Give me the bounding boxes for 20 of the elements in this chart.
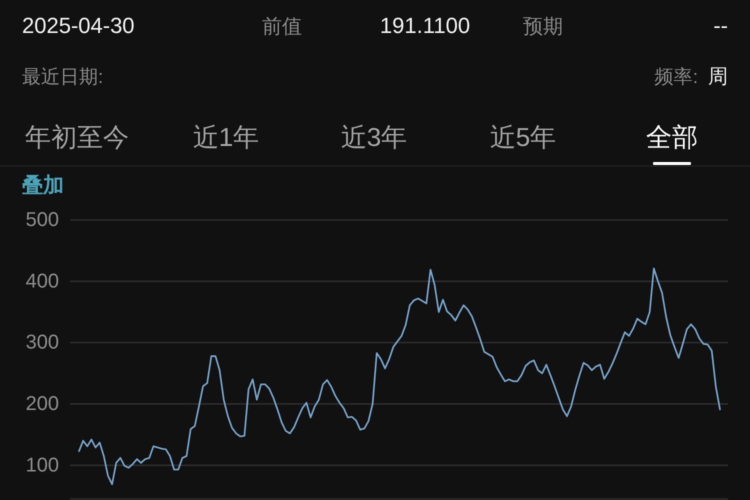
- text: 全部: [646, 122, 698, 152]
- y-tick-label: 100: [26, 454, 59, 476]
- text: 191.1100: [380, 13, 470, 38]
- y-tick-label: 400: [26, 270, 59, 292]
- line-series: [78, 268, 721, 486]
- y-tick-label: 500: [26, 209, 59, 231]
- text: 前值: [262, 16, 302, 38]
- text: 叠加: [21, 174, 64, 197]
- text: --: [713, 13, 728, 38]
- text: 周: [708, 66, 728, 88]
- text: 近5年: [490, 122, 556, 152]
- text: 频率:: [654, 66, 698, 88]
- y-tick-label: 300: [26, 332, 59, 354]
- text: 预期: [523, 16, 563, 38]
- text: 最近日期:: [22, 67, 104, 88]
- text: 2025-04-30: [22, 13, 135, 38]
- y-tick-label: 200: [26, 392, 59, 415]
- text: 近3年: [340, 122, 408, 152]
- text: 年初至今: [25, 122, 129, 152]
- text: 近1年: [192, 122, 260, 152]
